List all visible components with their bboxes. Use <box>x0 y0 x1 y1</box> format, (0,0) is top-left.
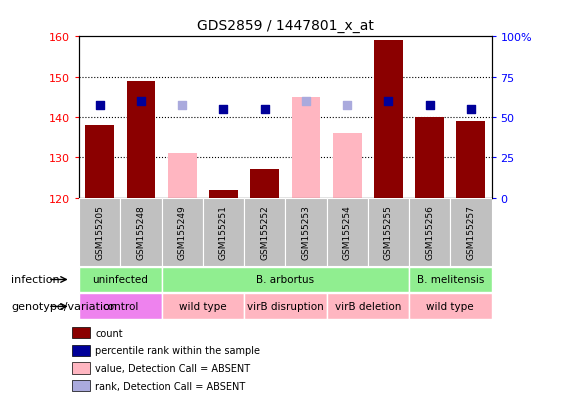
Text: GSM155251: GSM155251 <box>219 205 228 260</box>
Bar <box>327 294 409 320</box>
Bar <box>162 198 203 266</box>
Bar <box>457 122 485 198</box>
Bar <box>79 294 162 320</box>
Point <box>302 98 311 105</box>
Text: GSM155255: GSM155255 <box>384 205 393 260</box>
Text: GSM155249: GSM155249 <box>178 205 186 260</box>
Bar <box>72 328 89 339</box>
Bar <box>209 190 238 198</box>
Bar <box>72 363 89 374</box>
Bar <box>162 294 244 320</box>
Bar <box>333 134 362 198</box>
Text: virB deletion: virB deletion <box>334 301 401 312</box>
Bar <box>415 118 444 198</box>
Bar <box>168 154 197 198</box>
Text: GSM155248: GSM155248 <box>137 205 145 260</box>
Text: B. melitensis: B. melitensis <box>416 275 484 285</box>
Point <box>342 102 351 109</box>
Bar <box>250 170 279 198</box>
Text: wild type: wild type <box>427 301 474 312</box>
Text: GSM155205: GSM155205 <box>95 205 104 260</box>
Bar <box>292 97 320 198</box>
Point <box>219 107 228 113</box>
Text: count: count <box>95 328 123 338</box>
Point <box>260 107 270 113</box>
Bar <box>79 198 120 266</box>
Text: infection: infection <box>11 275 60 285</box>
Title: GDS2859 / 1447801_x_at: GDS2859 / 1447801_x_at <box>197 19 374 33</box>
Text: genotype/variation: genotype/variation <box>11 301 118 312</box>
Point <box>467 107 476 113</box>
Point <box>425 102 434 109</box>
Bar <box>72 380 89 391</box>
Bar <box>409 267 492 293</box>
Bar <box>120 198 162 266</box>
Text: GSM155254: GSM155254 <box>343 205 351 260</box>
Text: GSM155253: GSM155253 <box>302 205 310 260</box>
Bar <box>285 198 327 266</box>
Bar <box>450 198 492 266</box>
Point <box>95 102 105 109</box>
Bar <box>79 267 162 293</box>
Text: percentile rank within the sample: percentile rank within the sample <box>95 346 260 356</box>
Bar <box>127 81 155 198</box>
Bar <box>203 198 244 266</box>
Text: value, Detection Call = ABSENT: value, Detection Call = ABSENT <box>95 363 251 373</box>
Bar <box>85 126 114 198</box>
Text: rank, Detection Call = ABSENT: rank, Detection Call = ABSENT <box>95 381 246 391</box>
Point <box>178 102 187 109</box>
Point <box>137 98 146 105</box>
Text: virB disruption: virB disruption <box>247 301 324 312</box>
Bar <box>162 267 409 293</box>
Text: B. arbortus: B. arbortus <box>257 275 314 285</box>
Bar <box>72 345 89 356</box>
Bar <box>374 41 403 198</box>
Bar <box>327 198 368 266</box>
Bar <box>244 198 285 266</box>
Text: GSM155252: GSM155252 <box>260 205 269 260</box>
Text: wild type: wild type <box>179 301 227 312</box>
Bar <box>244 294 327 320</box>
Bar <box>368 198 409 266</box>
Bar <box>409 198 450 266</box>
Text: control: control <box>102 301 138 312</box>
Text: GSM155256: GSM155256 <box>425 205 434 260</box>
Point <box>384 98 393 105</box>
Text: GSM155257: GSM155257 <box>467 205 475 260</box>
Bar <box>409 294 492 320</box>
Text: uninfected: uninfected <box>93 275 148 285</box>
